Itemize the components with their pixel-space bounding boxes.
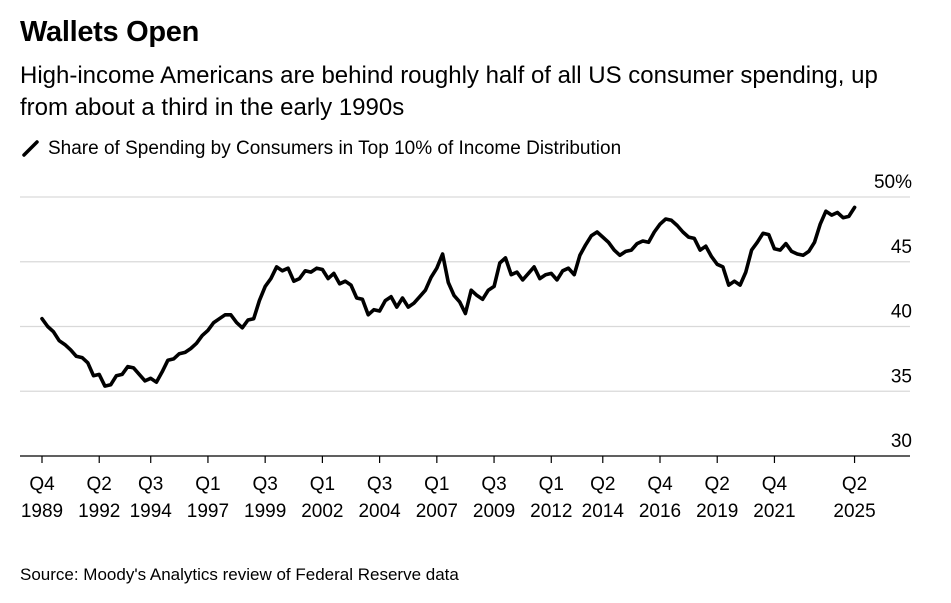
- x-tick-year: 2002: [301, 501, 343, 522]
- chart-subtitle: High-income Americans are behind roughly…: [20, 62, 878, 121]
- x-tick-year: 1994: [130, 501, 173, 522]
- x-tick-quarter: Q4: [647, 474, 673, 495]
- x-tick-quarter: Q2: [590, 474, 615, 495]
- chart-title: Wallets Open: [20, 16, 200, 48]
- x-tick-quarter: Q4: [762, 474, 788, 495]
- series-line-0: [40, 205, 857, 388]
- x-tick-year: 2021: [753, 501, 795, 522]
- x-axis-ticks: Q4 1989 Q2 1992 Q3 1994 Q1 1997 Q3 1999 Q1 2002 Q3 20…: [20, 455, 910, 522]
- x-tick-quarter: Q3: [252, 474, 277, 495]
- x-tick-year: 1989: [21, 501, 63, 522]
- x-tick-year: 2004: [358, 501, 401, 522]
- x-tick-quarter: Q3: [367, 474, 392, 495]
- x-tick-quarter: Q2: [87, 474, 112, 495]
- x-tick-quarter: Q3: [138, 474, 163, 495]
- y-axis-ticks: 50% 45 40 35 30: [874, 172, 912, 452]
- x-tick-quarter: Q1: [424, 474, 449, 495]
- x-tick-year: 1999: [244, 501, 286, 522]
- x-tick-year: 2019: [696, 501, 738, 522]
- x-tick-quarter: Q1: [539, 474, 564, 495]
- x-tick-year: 2009: [473, 501, 515, 522]
- x-tick-quarter: Q3: [481, 474, 506, 495]
- y-tick-label: 45: [891, 237, 912, 258]
- x-tick-year: 2012: [530, 501, 572, 522]
- x-tick-year: 2016: [639, 501, 681, 522]
- series-layer: [40, 205, 857, 388]
- x-tick-quarter: Q2: [705, 474, 730, 495]
- y-tick-label: 50%: [874, 172, 912, 193]
- source-note: Source: Moody's Analytics review of Fede…: [20, 565, 459, 584]
- x-tick-year: 1992: [78, 501, 120, 522]
- x-tick-year: 2007: [416, 501, 458, 522]
- legend-line-icon: [22, 140, 39, 157]
- y-tick-label: 30: [891, 431, 912, 452]
- x-tick-quarter: Q1: [195, 474, 220, 495]
- legend: Share of Spending by Consumers in Top 10…: [20, 138, 621, 160]
- x-tick-year: 2025: [833, 501, 875, 522]
- x-tick-year: 1997: [187, 501, 229, 522]
- y-tick-label: 40: [891, 302, 912, 323]
- x-tick-quarter: Q2: [842, 474, 867, 495]
- x-tick-quarter: Q4: [29, 474, 55, 495]
- grid-lines: [20, 196, 910, 392]
- y-tick-label: 35: [891, 366, 912, 387]
- x-tick-year: 2014: [582, 501, 625, 522]
- x-tick-quarter: Q1: [310, 474, 335, 495]
- legend-label: Share of Spending by Consumers in Top 10…: [48, 138, 622, 159]
